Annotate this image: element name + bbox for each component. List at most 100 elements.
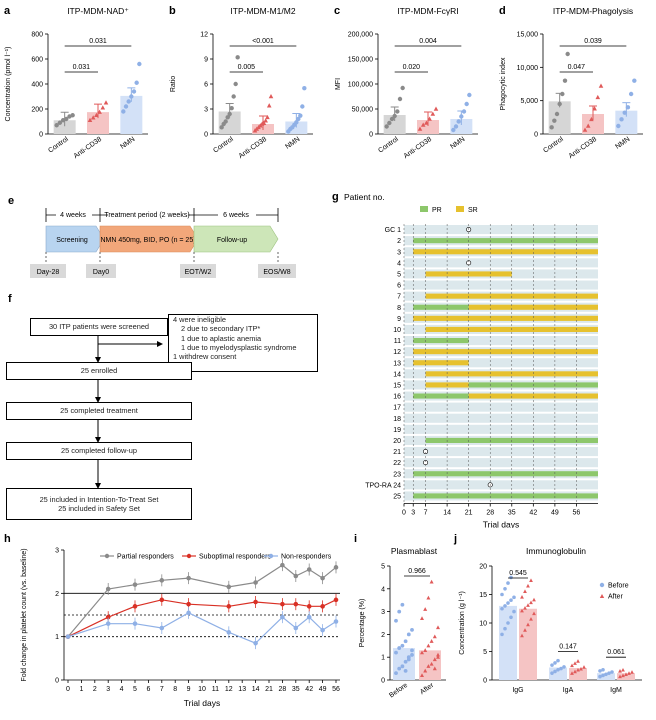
data-point <box>427 116 432 121</box>
x-tick-label: 56 <box>573 510 581 517</box>
x-tick-label: Anti-CD38 <box>238 136 269 160</box>
x-tick-label: 28 <box>486 510 494 517</box>
data-point <box>387 120 392 126</box>
data-point <box>400 643 405 648</box>
data-point <box>64 116 69 122</box>
x-tick-label: 7 <box>424 510 428 517</box>
data-point <box>429 661 434 666</box>
data-point <box>529 600 533 605</box>
data-point <box>500 606 504 611</box>
g-bar-pr <box>413 471 598 477</box>
panel-label-c: c <box>334 5 340 17</box>
data-point <box>456 119 461 124</box>
legend-marker <box>104 553 110 559</box>
series-point <box>280 562 285 568</box>
chart-title: ITP-MDM-NAD⁺ <box>67 6 129 16</box>
y-axis-label: Ratio <box>170 76 177 92</box>
g-title: Patient no. <box>344 192 385 202</box>
data-point <box>532 597 536 602</box>
data-point <box>229 105 234 111</box>
data-point <box>464 101 469 107</box>
y-tick-label: 12 <box>200 32 208 39</box>
legend-label: Non-responders <box>281 554 332 561</box>
data-point <box>503 626 507 631</box>
x-tick-label: 14 <box>443 510 451 517</box>
data-point <box>397 96 403 102</box>
data-point <box>121 109 126 114</box>
y-tick-label: 0 <box>204 132 208 139</box>
legend-label: Partial responders <box>117 554 174 561</box>
g-row-label: 11 <box>394 338 401 345</box>
data-point <box>432 634 437 639</box>
legend-sr-label: SR <box>468 207 478 214</box>
g-row-label: TPO-RA 24 <box>365 482 401 489</box>
bar-control <box>548 101 571 134</box>
data-point <box>512 595 516 600</box>
x-tick-label: 35 <box>508 510 516 517</box>
panel-e-timeline: e 4 weeks Treatment period (2 weeks) 6 w… <box>8 195 296 278</box>
data-point <box>70 113 75 118</box>
bar-iga-after <box>569 668 587 680</box>
data-point <box>266 103 272 108</box>
panel-label-d: d <box>499 5 506 17</box>
panel-j-chart: j Immunoglobulin Concentration (g l⁻¹) 0 5 10… <box>453 533 642 694</box>
data-point <box>94 112 99 118</box>
data-point <box>397 609 402 614</box>
y-tick-label: 10,000 <box>517 65 539 72</box>
series-point <box>132 621 138 626</box>
data-point <box>624 672 628 676</box>
data-point <box>389 116 395 122</box>
x-tick-label: NMN <box>449 136 466 151</box>
series-point <box>132 582 138 587</box>
series-point <box>186 601 191 607</box>
x-tick-label: IgG <box>512 687 523 694</box>
data-point <box>410 627 414 632</box>
data-point <box>261 120 267 125</box>
series-point <box>280 601 285 607</box>
y-tick-label: 4 <box>381 586 385 593</box>
y-tick-label: 100,000 <box>348 82 373 89</box>
data-point <box>410 648 414 653</box>
data-point <box>550 671 554 675</box>
data-point <box>601 667 605 672</box>
g-row-label: 4 <box>397 260 401 267</box>
x-tick-label: After <box>419 682 436 697</box>
g-row-bg <box>404 447 598 457</box>
f-screened: 30 ITP patients were screened <box>30 318 168 336</box>
data-point <box>426 664 431 668</box>
data-point <box>582 127 588 132</box>
y-tick-label: 0 <box>381 678 385 685</box>
data-point <box>123 104 129 109</box>
p-value: 0.005 <box>238 64 256 71</box>
e-screening: Screening <box>56 237 88 244</box>
data-point <box>560 91 565 97</box>
data-point <box>429 579 434 584</box>
x-tick-label: 28 <box>279 686 287 693</box>
panel-label-f: f <box>8 293 12 305</box>
data-point <box>604 672 608 677</box>
followup-arrow <box>193 225 279 253</box>
y-tick-label: 3 <box>204 107 208 114</box>
y-axis-label: Fold change in platelet count (vs. basel… <box>21 548 28 681</box>
g-row-label: 19 <box>393 427 401 434</box>
data-point <box>459 114 464 119</box>
series-point <box>253 599 258 605</box>
panel-h-chart: h Fold change in platelet count (vs. base… <box>4 533 340 708</box>
g-bar-sr <box>413 360 469 366</box>
data-point <box>400 85 405 91</box>
f-inel2: 2 due to secondary ITP* <box>181 324 261 334</box>
data-point <box>570 663 574 668</box>
data-point <box>552 118 557 123</box>
y-tick-label: 0 <box>39 132 43 139</box>
p-value: 0.020 <box>403 64 421 71</box>
data-point <box>397 646 402 650</box>
series-point <box>280 614 285 620</box>
data-point <box>619 117 624 122</box>
g-bar-pr <box>413 304 469 310</box>
data-point <box>403 668 408 673</box>
x-axis-label: Trial days <box>483 520 520 529</box>
g-bar-pr <box>413 493 598 499</box>
g-row-label: 8 <box>397 305 401 312</box>
p-value: 0.047 <box>568 64 586 71</box>
data-point <box>432 666 437 671</box>
